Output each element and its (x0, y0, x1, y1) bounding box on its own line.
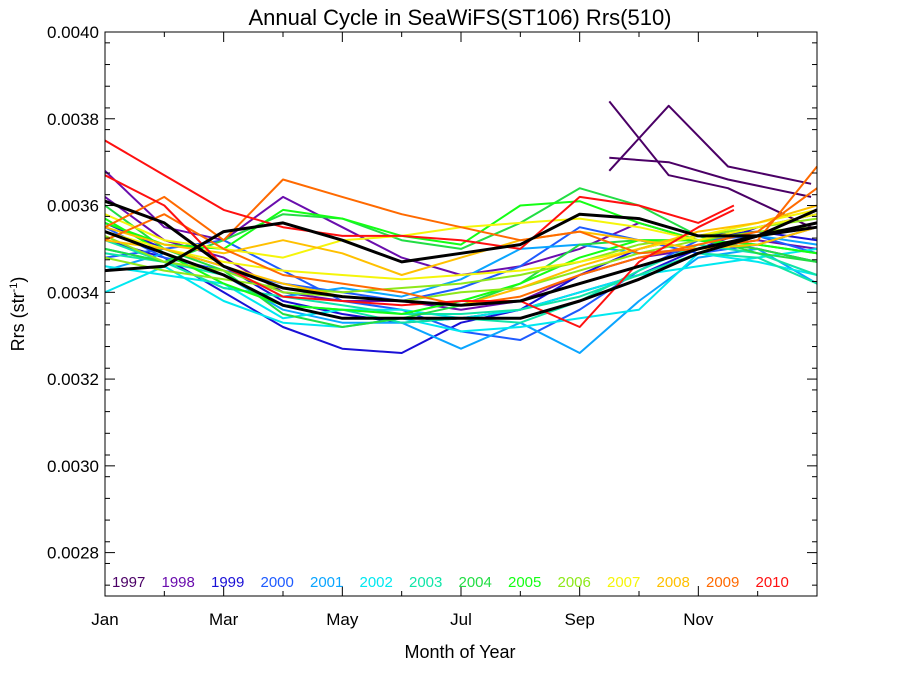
y-tick-label: 0.0030 (47, 457, 99, 476)
legend-item-2004: 2004 (459, 574, 492, 591)
x-tick-label: May (326, 610, 359, 629)
y-tick-label: 0.0032 (47, 370, 99, 389)
x-tick-label: Mar (209, 610, 239, 629)
y-tick-label: 0.0034 (47, 283, 99, 302)
climatology-line-1 (104, 208, 818, 273)
legend-item-2000: 2000 (261, 574, 294, 591)
x-axis: Jan Mar May Jul Sep Nov (91, 32, 818, 629)
y-axis-label-close: ) (8, 277, 28, 283)
series-line-1997-3 (608, 104, 812, 185)
x-axis-label: Month of Year (404, 642, 515, 662)
y-tick-label: 0.0036 (47, 197, 99, 216)
plot-lines (104, 100, 818, 354)
climatology-line-2 (104, 199, 818, 307)
legend-item-1998: 1998 (162, 574, 195, 591)
legend-item-2008: 2008 (657, 574, 690, 591)
legend: 1997 1998 1999 2000 2001 2002 2003 2004 2005 2006… (112, 574, 789, 591)
chart-title: Annual Cycle in SeaWiFS(ST106) Rrs(510) (248, 5, 671, 30)
x-tick-label: Nov (683, 610, 714, 629)
x-tick-label: Jul (450, 610, 472, 629)
series-line-1997-2 (609, 156, 812, 198)
x-tick-label: Sep (565, 610, 595, 629)
x-tick-label: Jan (91, 610, 118, 629)
climatology-line-3 (104, 225, 818, 320)
legend-item-2009: 2009 (706, 574, 739, 591)
legend-item-2010: 2010 (756, 574, 789, 591)
y-tick-label: 0.0038 (47, 110, 99, 129)
y-tick-label: 0.0028 (47, 544, 99, 563)
legend-item-2001: 2001 (310, 574, 343, 591)
legend-item-1999: 1999 (211, 574, 244, 591)
legend-item-2003: 2003 (409, 574, 442, 591)
y-axis-label-main: Rrs (str (8, 292, 28, 351)
legend-item-2002: 2002 (360, 574, 393, 591)
legend-item-2006: 2006 (558, 574, 591, 591)
y-tick-label: 0.0040 (47, 23, 99, 42)
legend-item-1997: 1997 (112, 574, 145, 591)
y-axis-label: Rrs (str-1) (8, 277, 28, 352)
legend-item-2005: 2005 (508, 574, 541, 591)
legend-item-2007: 2007 (607, 574, 640, 591)
y-axis: 0.0028 0.0030 0.0032 0.0034 0.0036 0.0038 0.00… (47, 23, 817, 586)
series-line-2010-1 (104, 139, 735, 250)
series-line-1997-1 (608, 100, 812, 229)
y-axis-label-sup: -1 (8, 283, 20, 293)
